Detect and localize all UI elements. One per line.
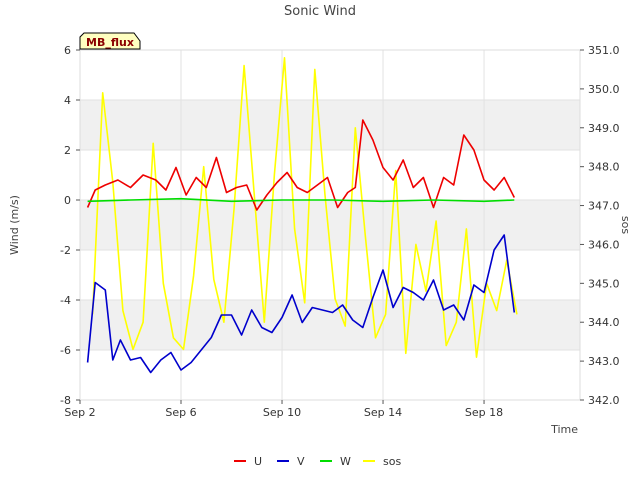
x-axis-label: Time — [550, 423, 578, 436]
x-tick-label: Sep 6 — [165, 406, 196, 419]
y2-tick-label: 346.0 — [588, 238, 620, 251]
y2-tick-label: 349.0 — [588, 122, 620, 135]
x-axis: Sep 2 Sep 6 Sep 10 Sep 14 Sep 18 — [64, 400, 503, 419]
series-v-line — [86, 234, 516, 374]
background-band — [80, 50, 580, 100]
y-tick-label: 4 — [64, 94, 71, 107]
background-band — [80, 250, 580, 300]
badge-label: MB_flux — [86, 36, 134, 49]
y2-tick-label: 342.0 — [588, 394, 620, 407]
legend-label-sos: sos — [383, 455, 401, 468]
x-tick-label: Sep 2 — [64, 406, 95, 419]
y-tick-label: 2 — [64, 144, 71, 157]
y2-tick-label: 347.0 — [588, 200, 620, 213]
legend-label-u: U — [254, 455, 262, 468]
background-band — [80, 100, 580, 150]
y-tick-label: -8 — [60, 394, 71, 407]
background-band — [80, 150, 580, 200]
legend-label-w: W — [340, 455, 351, 468]
x-tick-label: Sep 18 — [465, 406, 503, 419]
background-band — [80, 300, 580, 350]
y-tick-label: 0 — [64, 194, 71, 207]
x-tick-label: Sep 14 — [364, 406, 402, 419]
y2-axis-label: sos — [619, 216, 632, 234]
y2-tick-label: 344.0 — [588, 316, 620, 329]
x-tick-label: Sep 10 — [263, 406, 301, 419]
y2-tick-label: 350.0 — [588, 83, 620, 96]
y-axis-label: Wind (m/s) — [8, 195, 21, 255]
y-tick-label: 6 — [64, 44, 71, 57]
plot-frame — [79, 49, 581, 401]
series-u-line — [86, 119, 516, 211]
y2-tick-label: 343.0 — [588, 355, 620, 368]
mb-flux-badge: MB_flux — [79, 32, 141, 50]
background-band — [80, 350, 580, 400]
y2-tick-label: 348.0 — [588, 161, 620, 174]
series-layer — [86, 56, 518, 374]
plot-background-bands — [80, 50, 580, 400]
series-w-line — [87, 197, 515, 203]
series-sos-line — [91, 56, 518, 359]
y2-tick-label: 345.0 — [588, 277, 620, 290]
chart-title: Sonic Wind — [284, 4, 356, 19]
y-axis-left: -8 -6 -4 -2 0 2 4 6 — [60, 44, 80, 407]
y-tick-label: -6 — [60, 344, 71, 357]
y-tick-label: -2 — [60, 244, 71, 257]
y-tick-label: -4 — [60, 294, 71, 307]
y2-tick-label: 351.0 — [588, 44, 620, 57]
y-axis-right: 342.0 343.0 344.0 345.0 346.0 347.0 348.0 349.0… — [580, 44, 620, 407]
legend-label-v: V — [297, 455, 305, 468]
badge-shape — [79, 32, 141, 50]
